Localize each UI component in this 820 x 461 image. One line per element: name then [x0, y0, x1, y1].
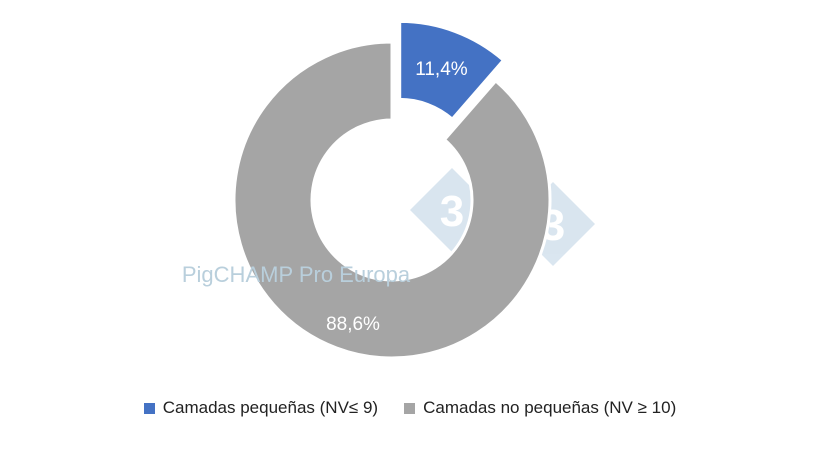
legend-label: Camadas pequeñas (NV≤ 9) — [162, 398, 379, 417]
watermark-text: PigCHAMP Pro Europa — [182, 262, 411, 287]
svg-text:3: 3 — [440, 187, 464, 236]
legend: Camadas pequeñas (NV≤ 9) Camadas no pequ… — [0, 398, 820, 418]
legend-swatch — [143, 402, 155, 414]
donut-slice-0 — [398, 19, 506, 122]
legend-swatch — [404, 402, 416, 414]
legend-label: Camadas no pequeñas (NV ≥ 10) — [423, 398, 677, 417]
donut-slice-1 — [232, 40, 552, 360]
data-label-1: 88,6% — [326, 314, 380, 335]
legend-item-non-small-litters: Camadas no pequeñas (NV ≥ 10) — [404, 398, 676, 418]
legend-item-small-litters: Camadas pequeñas (NV≤ 9) — [143, 398, 379, 418]
data-label-0: 11,4% — [415, 59, 468, 80]
